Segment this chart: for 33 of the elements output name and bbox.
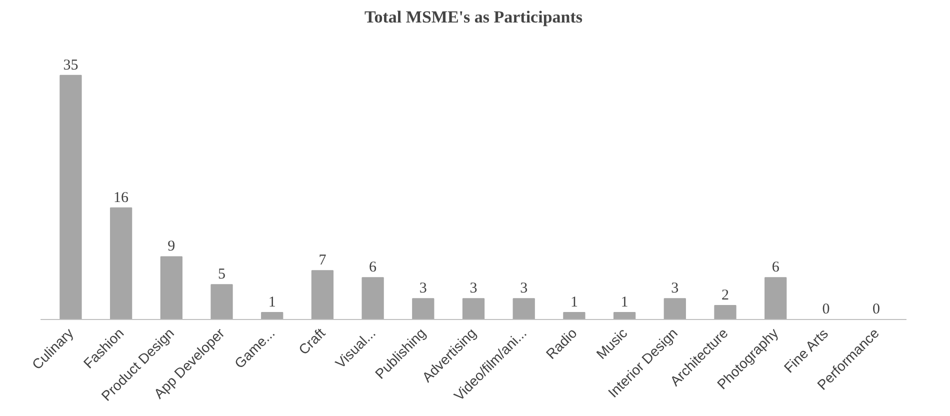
data-label: 16	[114, 190, 130, 206]
bar	[462, 298, 485, 320]
data-label: 2	[721, 288, 729, 304]
data-label: 7	[318, 252, 327, 269]
data-label: 3	[419, 280, 427, 297]
bar	[563, 312, 586, 320]
bar	[613, 312, 636, 320]
data-label: 1	[268, 294, 276, 311]
bar	[110, 207, 132, 320]
bar	[512, 298, 535, 320]
bar	[412, 298, 434, 320]
data-label: 0	[872, 302, 880, 318]
bar	[362, 277, 384, 320]
bar	[714, 305, 736, 320]
data-label: 3	[470, 280, 478, 297]
data-label: 1	[570, 294, 578, 311]
data-label: 6	[772, 260, 780, 276]
data-label: 9	[168, 238, 176, 255]
data-label: 1	[620, 294, 628, 311]
data-label: 3	[671, 280, 679, 297]
data-label: 3	[520, 280, 528, 297]
data-label: 35	[63, 57, 78, 74]
data-label: 0	[822, 302, 830, 318]
bar	[210, 284, 233, 320]
chart-title: Total MSME's as Participants	[364, 8, 583, 26]
bar	[664, 298, 686, 320]
bar	[261, 312, 284, 320]
bar	[160, 256, 182, 320]
bar	[311, 270, 334, 320]
data-label: 5	[218, 266, 226, 283]
data-label: 6	[369, 260, 378, 276]
bar	[764, 277, 787, 320]
bar	[60, 74, 82, 320]
